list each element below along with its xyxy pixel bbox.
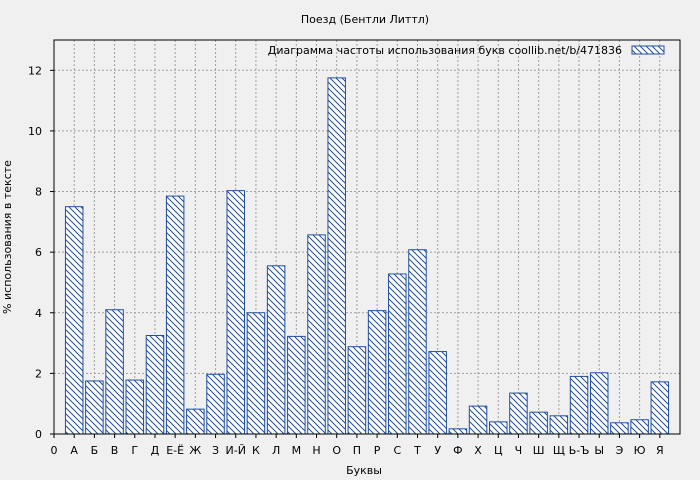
bar-Д (145, 335, 165, 435)
x-tick-label: Р (374, 444, 381, 457)
x-tick-label: Ч (515, 444, 523, 457)
bar-Б (85, 380, 104, 435)
y-tick-label: 8 (35, 186, 42, 199)
x-tick-label: М (292, 444, 302, 457)
bar-Т (408, 249, 427, 435)
bar-С (388, 273, 407, 435)
bar-У (428, 351, 447, 435)
bar-Ы (589, 372, 609, 435)
bar-Е-Ё (165, 195, 185, 435)
bar-П (347, 346, 367, 435)
bar-О (327, 77, 346, 435)
y-tick-label: 2 (35, 367, 42, 380)
x-tick-label: В (111, 444, 119, 457)
bar-А (64, 206, 84, 435)
x-tick-label: П (353, 444, 361, 457)
y-tick-label: 4 (35, 307, 42, 320)
bar-Н (307, 234, 326, 435)
bar-Я (650, 381, 670, 435)
x-tick-label: Б (91, 444, 99, 457)
x-tick-label: Ц (494, 444, 503, 457)
bar-Х (468, 405, 488, 435)
bar-Э (610, 422, 629, 435)
y-tick-label: 0 (35, 428, 42, 441)
x-tick-label: У (434, 444, 441, 457)
legend: Диаграмма частоты использования букв coo… (268, 44, 665, 57)
legend-swatch (631, 45, 665, 55)
x-axis-label: Буквы (346, 464, 382, 477)
x-tick-label: Т (413, 444, 421, 457)
x-tick-label: Я (656, 444, 664, 457)
bar-З (206, 373, 225, 435)
bar-В (105, 309, 124, 435)
x-tick-label: О (332, 444, 341, 457)
x-tick-label: Г (131, 444, 138, 457)
x-tick-label: З (212, 444, 219, 457)
y-axis-label: % использования в тексте (1, 160, 14, 314)
x-tick-label: Х (474, 444, 482, 457)
bar-Л (266, 265, 286, 435)
bar-Ж (186, 408, 205, 435)
x-tick-label: Л (272, 444, 280, 457)
bar-М (287, 335, 306, 435)
bar-Щ (549, 415, 569, 435)
y-tick-label: 12 (28, 64, 42, 77)
x-tick-label: С (393, 444, 401, 457)
bar-Ц (489, 421, 508, 435)
x-tick-label: Н (312, 444, 320, 457)
x-tick-label: Е-Ё (166, 444, 184, 457)
bar-Г (125, 379, 145, 435)
bar-Ь-Ъ (569, 375, 589, 435)
x-tick-label: Щ (553, 444, 565, 457)
bar-Ш (529, 411, 548, 435)
x-tick-label: И-Й (226, 444, 246, 457)
bar-И-Й (226, 190, 245, 435)
y-axis-ticks: 0 2 4 6 8 10 12 (28, 64, 54, 441)
bar-Ф (448, 428, 468, 435)
bar-Р (367, 310, 387, 435)
legend-label: Диаграмма частоты использования букв coo… (268, 44, 622, 57)
x-tick-label: Э (616, 444, 624, 457)
bar-К (246, 312, 266, 435)
y-tick-label: 10 (28, 125, 42, 138)
x-axis-ticks: 0 А Б В Г Д Е-Ё Ж З И-Й К Л М Н О П Р С Т У Ф Х Ц Ч Ш Щ Ь-Ъ Ы Э Ю Я (51, 434, 664, 457)
bar-Ч (509, 392, 528, 435)
x-tick-label: Ж (189, 444, 201, 457)
x-tick-label: Ш (533, 444, 545, 457)
x-tick-label: 0 (51, 444, 58, 457)
x-tick-label: Ю (634, 444, 646, 457)
x-tick-label: А (70, 444, 78, 457)
plot-frame (53, 39, 681, 435)
bar-Ю (630, 419, 649, 435)
chart-title: Поезд (Бентли Литтл) (301, 13, 429, 26)
x-tick-label: Д (151, 444, 160, 457)
x-tick-label: Ы (594, 444, 604, 457)
y-tick-label: 6 (35, 246, 42, 259)
x-tick-label: К (252, 444, 260, 457)
x-tick-label: Ф (453, 444, 462, 457)
x-tick-label: Ь-Ъ (569, 444, 590, 457)
